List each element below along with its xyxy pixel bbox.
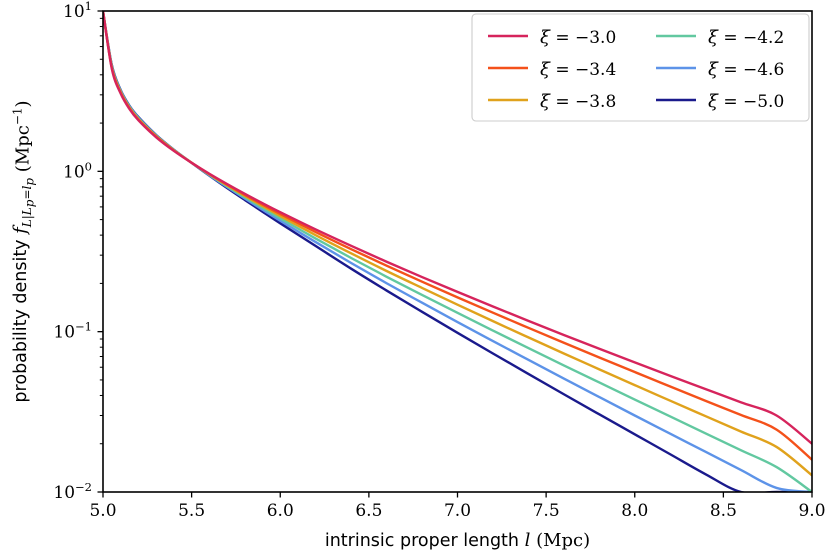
x-tick-label: 5.5 [178, 501, 205, 521]
svg-text:intrinsic proper length l (Mpc: intrinsic proper length l (Mpc) [325, 530, 590, 551]
x-tick-label: 7.5 [533, 501, 560, 521]
legend-item-neg3-4[interactable]: ξ = −3.4 [488, 59, 616, 80]
x-tick-label: 8.5 [710, 501, 737, 521]
legend-item-neg3-8[interactable]: ξ = −3.8 [488, 91, 616, 112]
series-layer [103, 11, 812, 492]
axes-layer: 5.0 5.5 6.0 6.5 7.0 7.5 8.0 8.5 9.0 101 100 10−1 10−… [53, 0, 825, 521]
legend-label: ξ = −4.6 [708, 59, 784, 80]
x-tick-label: 6.5 [355, 501, 382, 521]
legend-label: ξ = −3.4 [540, 59, 616, 80]
legend-label: ξ = −3.8 [540, 91, 616, 112]
y-axis-title: probability density fL|Lp=lp (Mpc−1) [10, 100, 37, 402]
legend-box [471, 13, 810, 122]
x-tick-label: 9.0 [798, 501, 825, 521]
axis-labels-layer: intrinsic proper length l (Mpc) probabili… [10, 100, 590, 551]
chart-legend: ξ = −3.0 ξ = −4.2 ξ = −3.4 ξ = −4.6 ξ = −3.8… [471, 13, 810, 122]
x-axis-title: intrinsic proper length l (Mpc) [325, 530, 590, 551]
legend-item-neg4-6[interactable]: ξ = −4.6 [656, 59, 784, 80]
x-tick-label: 6.0 [267, 501, 294, 521]
legend-label: ξ = −5.0 [708, 91, 784, 112]
legend-label: ξ = −4.2 [708, 27, 784, 48]
series-line--3-0 [103, 11, 812, 445]
y-tick-label: 101 [63, 0, 92, 22]
x-tick-label: 5.0 [89, 501, 116, 521]
x-tick-label: 7.0 [444, 501, 471, 521]
svg-text:probability density fL|Lp=lp: probability density fL|Lp=lp (Mpc−1) [10, 100, 37, 402]
y-tick-label: 10−1 [53, 320, 92, 343]
legend-item-neg3-0[interactable]: ξ = −3.0 [488, 27, 616, 48]
legend-label: ξ = −3.0 [540, 27, 616, 48]
x-tick-label: 8.0 [621, 501, 648, 521]
legend-item-neg4-2[interactable]: ξ = −4.2 [656, 27, 784, 48]
legend-item-neg5-0[interactable]: ξ = −5.0 [656, 91, 784, 112]
y-tick-label: 100 [63, 159, 92, 182]
y-tick-label: 10−2 [53, 480, 92, 503]
